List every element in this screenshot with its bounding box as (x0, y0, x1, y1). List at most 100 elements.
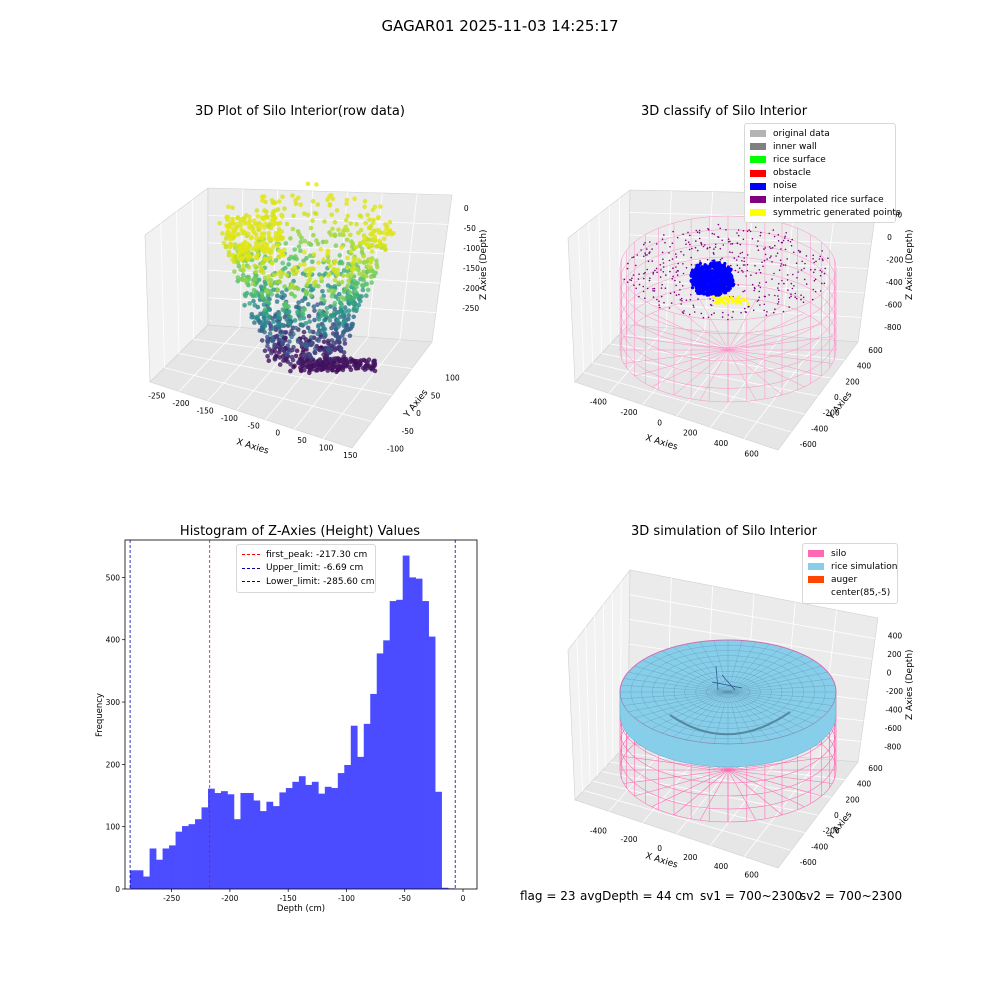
surface-mesh-spoke (727, 655, 805, 693)
scatter-point (252, 320, 257, 325)
scatter-point (274, 280, 279, 285)
scatter-point (326, 338, 331, 344)
scatter-point (276, 199, 282, 204)
interpolated-point (744, 307, 746, 310)
y-tick-label: 400 (857, 780, 872, 789)
x-tick-label: -200 (620, 408, 637, 417)
surface-mesh-spoke (727, 691, 805, 729)
interpolated-point (739, 252, 742, 255)
interpolated-point (812, 258, 814, 260)
interpolated-point (771, 278, 773, 280)
histogram-bar (266, 801, 274, 889)
interpolated-point (684, 239, 687, 242)
interpolated-point (749, 230, 752, 233)
scatter-point (269, 248, 275, 253)
scatter-point (299, 342, 305, 347)
scatter-point (314, 211, 319, 217)
scatter-point (335, 267, 341, 273)
interpolated-point (675, 266, 677, 268)
scatter-point (284, 352, 290, 357)
interpolated-point (656, 271, 658, 274)
panel4-zlabel: Z Axies (Depth) (905, 649, 915, 720)
interpolated-point (731, 316, 733, 319)
y-tick-label: -100 (387, 445, 404, 454)
scatter-point (364, 281, 370, 287)
noise-point (690, 286, 695, 290)
scatter-point (280, 341, 285, 346)
scatter-point (307, 370, 312, 376)
scatter-point (349, 271, 355, 277)
legend-item-auger: auger (808, 573, 892, 586)
scatter-point (238, 249, 243, 254)
scatter-point (269, 292, 275, 297)
scatter-point (358, 358, 364, 363)
x-tick-label: 0 (461, 894, 466, 903)
interpolated-point (662, 262, 665, 264)
scatter-point (291, 344, 296, 350)
swatch-icon (750, 196, 766, 204)
interpolated-point (690, 256, 692, 259)
surface-mesh-spoke (727, 650, 794, 693)
interpolated-point (775, 255, 777, 257)
interpolated-point (669, 270, 671, 273)
interpolated-point (758, 290, 760, 293)
interpolated-point (700, 242, 703, 245)
swatch-icon (808, 576, 824, 584)
histogram-bar (227, 794, 235, 889)
interpolated-point (824, 267, 826, 270)
symmetric-point (730, 301, 734, 304)
interpolated-point (722, 244, 725, 246)
interpolated-point (759, 286, 762, 289)
interpolated-point (712, 252, 715, 254)
scatter-point (308, 366, 313, 371)
scatter-point (369, 367, 375, 372)
noise-point (691, 283, 695, 287)
scatter-point (339, 357, 344, 362)
scatter-point (235, 275, 241, 280)
interpolated-point (821, 250, 823, 252)
interpolated-point (827, 257, 829, 260)
scatter-point (279, 229, 285, 234)
scatter-point (332, 278, 338, 283)
interpolated-point (707, 316, 710, 319)
interpolated-point (768, 232, 770, 235)
scatter-point (253, 240, 259, 246)
interpolated-point (774, 244, 776, 247)
silo-spoke (727, 769, 757, 821)
scatter-point (334, 208, 340, 213)
histogram-bar (415, 578, 423, 889)
noise-point (712, 283, 717, 288)
histogram-bar (149, 848, 157, 889)
interpolated-point (630, 279, 633, 282)
scatter-point (374, 258, 379, 264)
noise-point (710, 283, 714, 287)
scatter-point (302, 295, 308, 301)
scatter-point (342, 337, 347, 343)
y-tick-label: 200 (845, 795, 860, 804)
interpolated-point (742, 264, 745, 266)
scatter-point (268, 322, 273, 328)
interpolated-point (680, 297, 683, 300)
noise-point (710, 291, 714, 296)
noise-point (704, 284, 708, 288)
interpolated-point (792, 273, 794, 276)
surface-mesh-spoke (713, 640, 729, 693)
silo-spoke (673, 769, 729, 816)
interpolated-point (682, 272, 685, 275)
histogram-bar (422, 601, 429, 889)
scatter-point (350, 267, 356, 273)
interpolated-point (671, 277, 674, 280)
scatter-point (266, 274, 272, 279)
symmetric-point (726, 296, 729, 299)
scatter-point (242, 292, 248, 297)
scatter-point (332, 219, 338, 225)
surface-mesh-spoke (628, 691, 729, 713)
scatter-point (297, 316, 303, 321)
scatter-point (368, 274, 374, 280)
scatter-point (363, 358, 368, 364)
interpolated-point (737, 284, 739, 286)
interpolated-point (761, 261, 763, 264)
noise-point (700, 275, 704, 280)
scatter-point (282, 206, 287, 211)
legend-item-original-data: original data (750, 127, 890, 140)
